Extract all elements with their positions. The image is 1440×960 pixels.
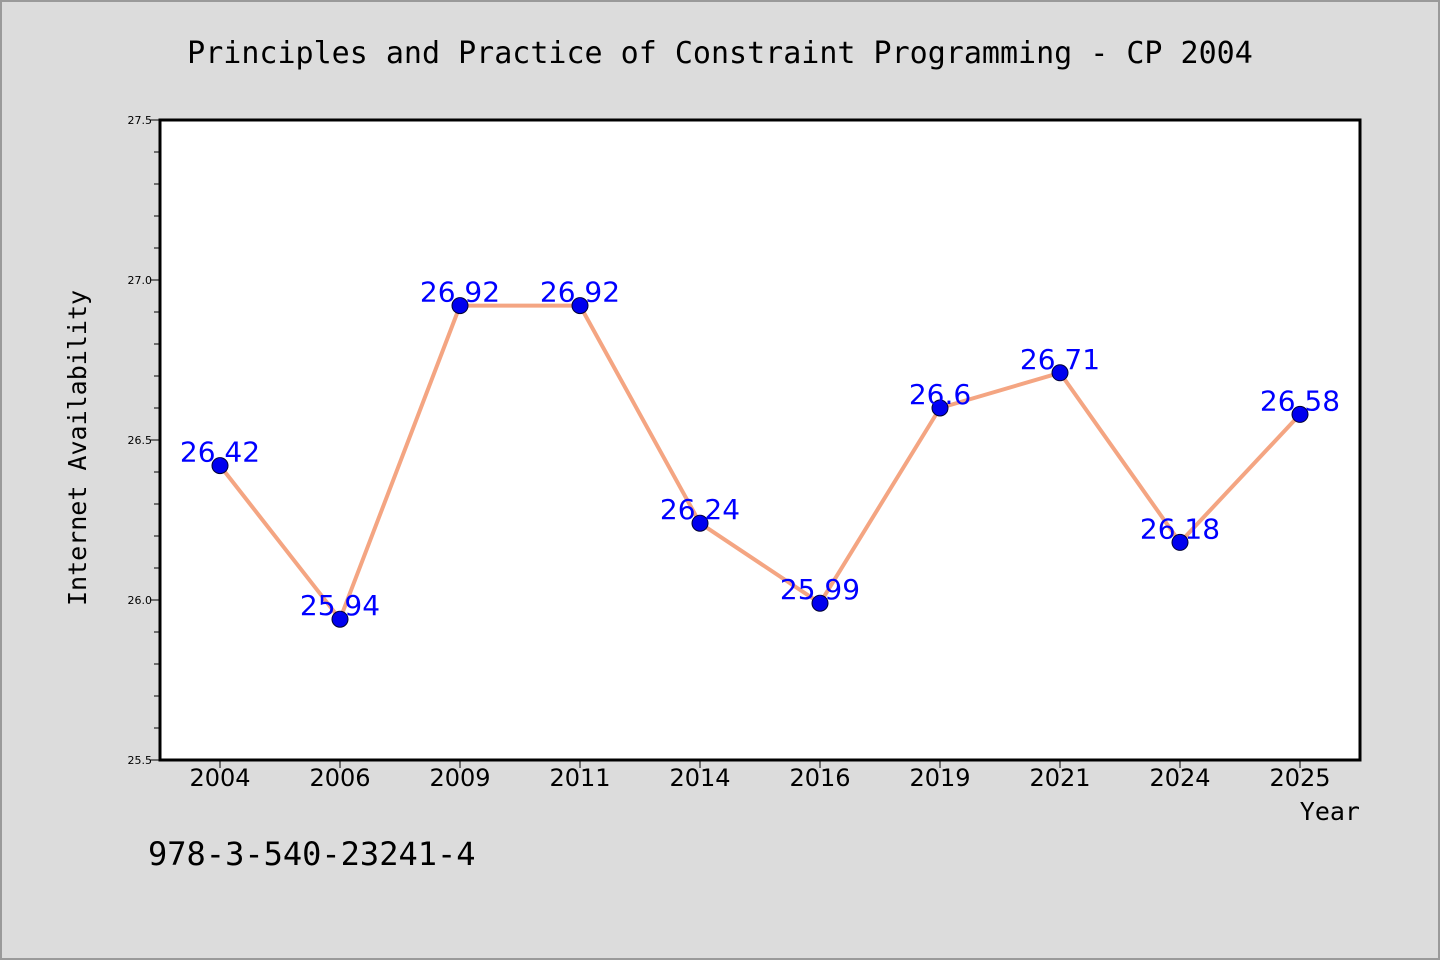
- y-tick-label: 27.0: [128, 274, 153, 287]
- x-tick-label: 2025: [1269, 764, 1330, 792]
- series-layer: 26.42 25.94 26.92 26.92 26.24 25.99 26.6 26.71 2…: [180, 276, 1340, 628]
- x-axis-label: Year: [1300, 797, 1360, 826]
- series-line: [218, 303, 1302, 622]
- y-tick-label: 26.0: [128, 594, 153, 607]
- data-label: 26.92: [540, 276, 620, 309]
- x-tick-label: 2006: [309, 764, 370, 792]
- x-tick-label: 2019: [909, 764, 970, 792]
- x-tick-label: 2024: [1149, 764, 1210, 792]
- data-point: [931, 399, 949, 417]
- data-label: 26.24: [660, 493, 740, 526]
- data-point: [1291, 405, 1309, 423]
- x-axis: 2004 2006 2009 2011 2014 2016 2019 2021 2024 2025: [189, 760, 1331, 792]
- data-point: [451, 297, 469, 315]
- data-label: 26.92: [420, 276, 500, 309]
- data-label: 26.58: [1260, 384, 1340, 417]
- data-point: [331, 610, 349, 628]
- data-label: 25.94: [300, 589, 380, 622]
- data-point: [211, 457, 229, 475]
- data-label: 25.99: [780, 573, 860, 606]
- y-axis: 25.5 26.0 26.5 27.0 27.5: [128, 114, 160, 767]
- data-label: 26.42: [180, 436, 260, 469]
- chart-title: Principles and Practice of Constraint Pr…: [187, 36, 1253, 71]
- plot-area: [158, 118, 1362, 762]
- data-label: 26.71: [1020, 343, 1100, 376]
- data-label: 26.18: [1140, 512, 1220, 545]
- x-tick-label: 2004: [189, 764, 250, 792]
- data-point: [1171, 533, 1189, 551]
- data-label: 26.6: [909, 378, 971, 411]
- data-point: [571, 297, 589, 315]
- isbn-footnote: 978-3-540-23241-4: [148, 835, 476, 873]
- x-tick-label: 2016: [789, 764, 850, 792]
- y-tick-label: 25.5: [128, 754, 153, 767]
- y-axis-label: Internet Availability: [63, 290, 92, 606]
- data-point: [1051, 364, 1069, 382]
- x-tick-label: 2011: [549, 764, 610, 792]
- data-point: [691, 514, 709, 532]
- data-point: [811, 594, 829, 612]
- y-tick-label: 27.5: [128, 114, 153, 127]
- y-tick-label: 26.5: [128, 434, 153, 447]
- x-tick-label: 2021: [1029, 764, 1090, 792]
- x-tick-label: 2014: [669, 764, 730, 792]
- x-tick-label: 2009: [429, 764, 490, 792]
